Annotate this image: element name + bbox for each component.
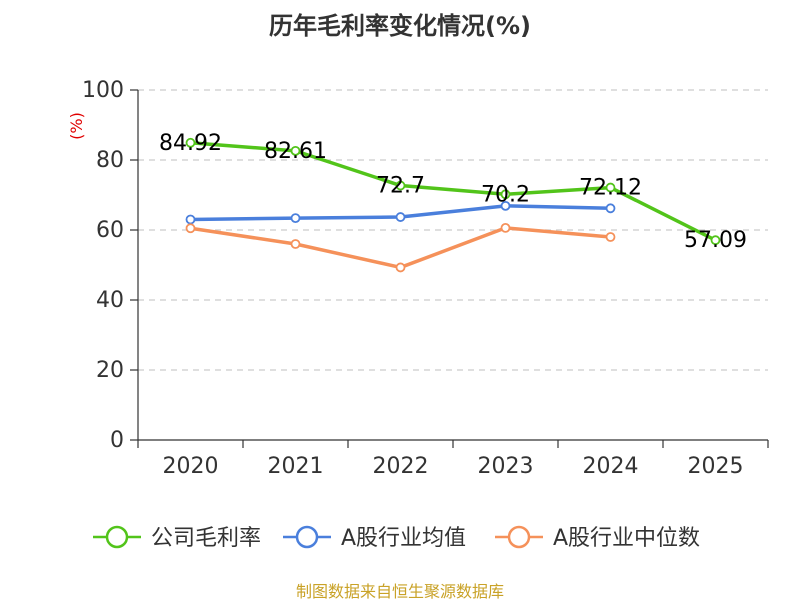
legend-label: 公司毛利率 (151, 526, 261, 551)
series-lines (185, 137, 721, 273)
data-point-1-2021 (290, 213, 301, 224)
data-point-0-2024 (605, 182, 616, 193)
data-point-2-2022 (395, 262, 406, 273)
data-point-2-2021 (290, 239, 301, 249)
x-tick-label-2022: 2022 (373, 454, 429, 479)
legend: 公司毛利率 A股行业均值 A股行业中位数 (93, 525, 700, 551)
data-point-0-2025 (710, 235, 721, 246)
data-labels: 84.92 82.61 72.7 70.2 72.12 57.09 (159, 131, 747, 253)
data-point-0-2020 (185, 137, 196, 148)
data-label-2024: 72.12 (579, 176, 642, 201)
x-tick-label-2023: 2023 (478, 454, 534, 479)
x-tick-label-2024: 2024 (583, 454, 639, 479)
series-line-0 (190, 141, 717, 242)
chart-title: 历年毛利率变化情况(%) (269, 12, 531, 40)
data-label-2023: 70.2 (481, 182, 530, 207)
data-point-1-2020 (185, 214, 196, 225)
data-label-2022: 72.7 (376, 174, 425, 199)
series-line-2 (190, 226, 611, 270)
legend-item-0: 公司毛利率 (93, 525, 261, 551)
legend-marker (295, 525, 319, 549)
x-tick-label-2020: 2020 (163, 454, 219, 479)
gridlines (138, 89, 768, 371)
y-tick-label: 40 (96, 288, 124, 313)
data-label-2020: 84.92 (159, 131, 222, 156)
data-point-1-2022 (395, 212, 406, 222)
y-tick-label: 0 (110, 428, 124, 453)
axes: 0 20 40 60 80 100 2020 2021 2022 2023 2024 2025 (%) (67, 78, 769, 479)
data-point-2-2023 (500, 222, 511, 233)
x-tick-label-2025: 2025 (688, 454, 744, 479)
data-point-1-2023 (500, 200, 511, 211)
data-point-0-2021 (290, 145, 301, 156)
data-point-2-2024 (605, 232, 616, 242)
legend-label: A股行业均值 (341, 526, 466, 551)
legend-marker (507, 525, 531, 549)
legend-marker (105, 525, 129, 549)
legend-item-2: A股行业中位数 (495, 525, 700, 551)
data-point-1-2024 (605, 203, 616, 214)
y-tick-label: 80 (96, 148, 124, 173)
data-label-2021: 82.61 (264, 139, 327, 164)
y-tick-label: 100 (82, 78, 124, 103)
y-tick-label: 20 (96, 358, 124, 383)
y-axis-label: (%) (67, 112, 86, 140)
data-point-2-2020 (185, 223, 196, 234)
data-point-0-2023 (500, 189, 511, 200)
data-point-0-2022 (395, 180, 406, 191)
y-tick-label: 60 (96, 218, 124, 243)
legend-label: A股行业中位数 (553, 526, 700, 551)
source-note: 制图数据来自恒生聚源数据库 (295, 582, 504, 601)
legend-item-1: A股行业均值 (283, 525, 466, 551)
data-label-2025: 57.09 (684, 228, 747, 253)
x-tick-label-2021: 2021 (268, 454, 324, 479)
